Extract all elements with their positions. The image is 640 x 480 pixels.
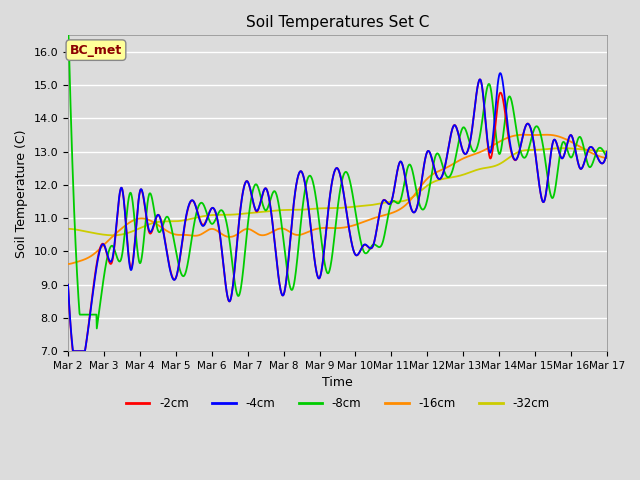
- Title: Soil Temperatures Set C: Soil Temperatures Set C: [246, 15, 429, 30]
- Y-axis label: Soil Temperature (C): Soil Temperature (C): [15, 129, 28, 257]
- X-axis label: Time: Time: [322, 376, 353, 389]
- Legend: -2cm, -4cm, -8cm, -16cm, -32cm: -2cm, -4cm, -8cm, -16cm, -32cm: [121, 392, 554, 415]
- Text: BC_met: BC_met: [70, 44, 122, 57]
